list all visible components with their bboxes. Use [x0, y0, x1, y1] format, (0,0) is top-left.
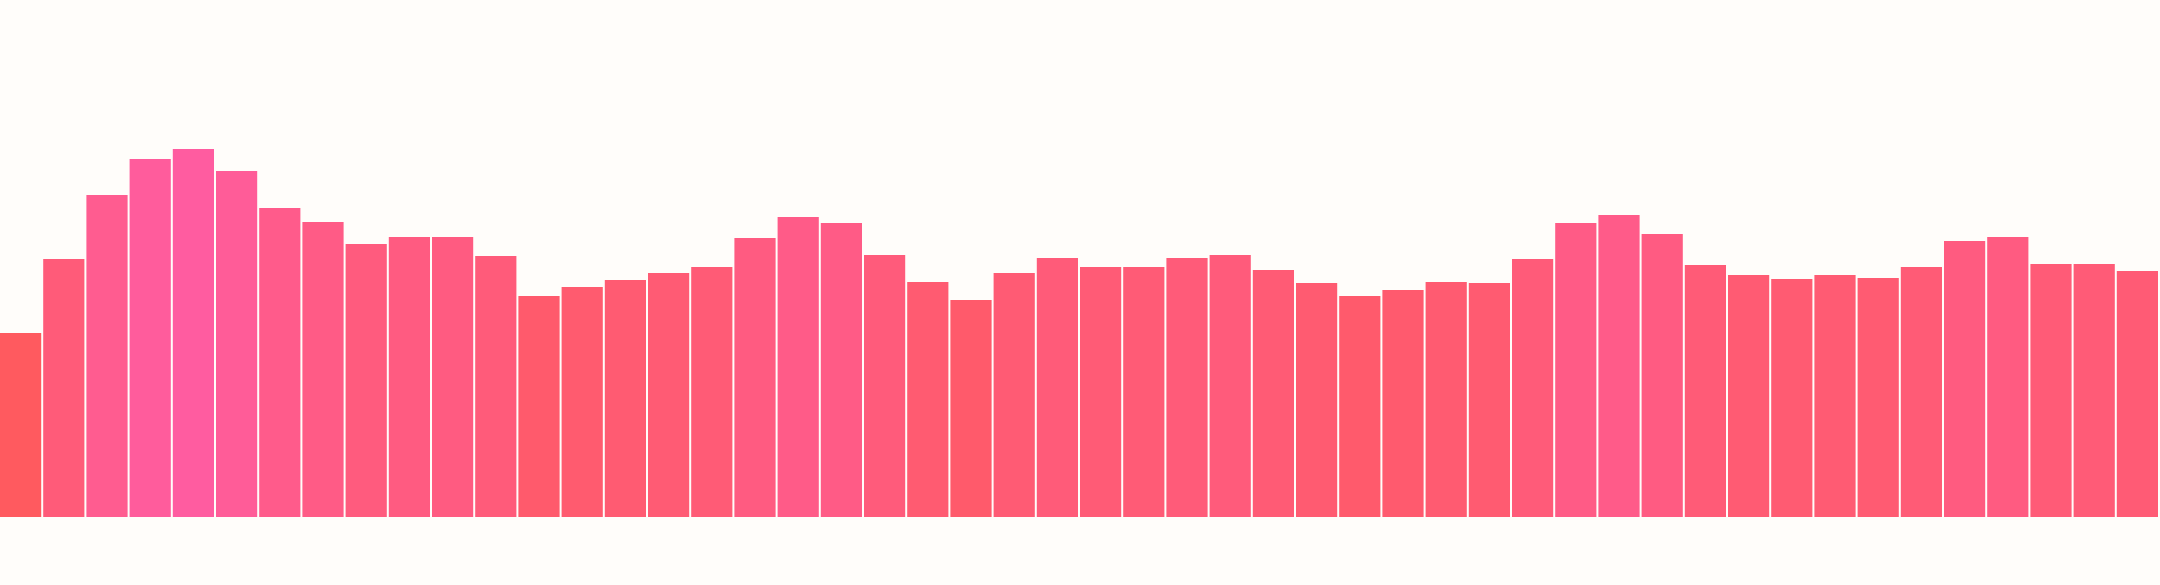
- bar: [1857, 278, 1899, 517]
- bar: [1166, 258, 1208, 517]
- bar: [86, 195, 128, 517]
- bar: [1512, 259, 1554, 517]
- bar: [129, 159, 171, 517]
- bar: [302, 222, 344, 517]
- bar: [820, 223, 862, 517]
- bar: [1944, 241, 1986, 517]
- bar: [1296, 283, 1338, 517]
- bar: [1987, 237, 2029, 517]
- bar: [216, 171, 258, 517]
- bar: [604, 280, 646, 517]
- bar: [2116, 271, 2158, 517]
- bar: [1209, 255, 1251, 517]
- bar: [907, 282, 949, 517]
- bar: [950, 300, 992, 517]
- bar: [1080, 267, 1122, 517]
- bar: [0, 333, 42, 517]
- bar: [1900, 267, 1942, 517]
- bar: [345, 244, 387, 517]
- bar: [1425, 282, 1467, 517]
- bar: [1339, 296, 1381, 517]
- bar: [777, 217, 819, 517]
- bar: [1555, 223, 1597, 517]
- bar: [432, 237, 474, 517]
- bar: [259, 208, 301, 517]
- bar: [1771, 279, 1813, 517]
- bar: [475, 256, 517, 517]
- bar: [388, 237, 430, 517]
- bar: [561, 287, 603, 517]
- bar: [648, 273, 690, 517]
- bar: [734, 238, 776, 517]
- bar: [1728, 275, 1770, 517]
- bar: [2073, 264, 2115, 517]
- bar: [43, 259, 85, 517]
- bar: [1684, 265, 1726, 517]
- bar: [2030, 264, 2072, 517]
- bar: [1252, 270, 1294, 517]
- bar: [1468, 283, 1510, 517]
- bar: [1036, 258, 1078, 517]
- bar: [993, 273, 1035, 517]
- bar: [864, 255, 906, 517]
- bar: [1382, 290, 1424, 517]
- bar: [691, 267, 733, 517]
- bar: [1814, 275, 1856, 517]
- bar: [518, 296, 560, 517]
- bar: [1123, 267, 1165, 517]
- bar: [1641, 234, 1683, 517]
- bar: [172, 149, 214, 517]
- bar: [1598, 215, 1640, 517]
